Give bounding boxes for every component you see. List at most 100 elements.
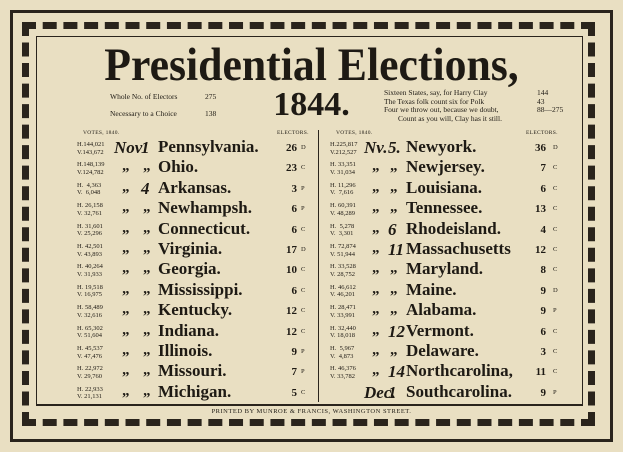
state: Southcarolina.	[406, 381, 512, 401]
party: C	[301, 164, 306, 172]
electors: 8	[540, 264, 547, 277]
date-month: „	[372, 301, 380, 318]
votes-1840: V. 28,752	[330, 270, 355, 278]
electors: 12	[535, 244, 546, 256]
votes-1840: V. 33,991	[330, 311, 355, 319]
party: P	[301, 184, 305, 192]
date-day: „	[390, 199, 398, 216]
electors: 36	[535, 142, 546, 154]
party: P	[301, 348, 305, 355]
date-day: 6	[388, 219, 397, 239]
date-day: „	[143, 219, 151, 236]
summary-value: 43	[537, 96, 545, 106]
state: Virginia.	[158, 239, 223, 258]
party: C	[553, 205, 558, 213]
state: Northcarolina,	[406, 361, 513, 381]
state: Connecticut.	[158, 218, 251, 238]
date-month: „	[122, 158, 130, 175]
column-divider	[318, 130, 319, 402]
votes-1840: H. 19,518	[77, 283, 103, 291]
date-month: „	[122, 342, 130, 358]
state: Indiana.	[158, 320, 219, 340]
electors: 17	[286, 244, 297, 256]
votes-1840: H. 26,158	[77, 202, 103, 210]
state: Vermont.	[406, 320, 474, 340]
votes-1840: H. 5,278	[330, 222, 355, 230]
party: C	[301, 266, 306, 274]
votes-1840: H. 22,972	[77, 365, 103, 373]
summary-label: Whole No. of Electors	[110, 92, 178, 101]
state: Rhodeisland.	[406, 218, 501, 238]
party: D	[301, 246, 306, 253]
votes-header: VOTES, 1840.	[83, 130, 120, 136]
date-day: „	[143, 342, 151, 358]
date-month: „	[122, 280, 130, 297]
party: P	[301, 205, 305, 213]
date-day: 1	[141, 138, 150, 157]
date-month: Nv.	[364, 138, 388, 157]
date-day: 1	[388, 382, 397, 402]
year: 1844.	[273, 86, 350, 123]
state: Maryland.	[406, 259, 483, 279]
electors: 5	[291, 386, 298, 399]
electors-header: ELECTORS.	[526, 130, 558, 136]
date-day: 4	[141, 178, 150, 198]
state: Newyork.	[406, 137, 477, 156]
votes-1840: H. 22,933	[77, 385, 103, 393]
votes-1840: H. 72,874	[330, 243, 356, 250]
electors: 10	[286, 264, 297, 277]
state: Newhampsh.	[158, 198, 252, 218]
date-month: „	[122, 178, 130, 195]
electors: 9	[540, 386, 547, 399]
date-month: „	[372, 219, 380, 236]
state: Newjersey.	[406, 157, 485, 177]
date-day: 12	[388, 321, 405, 341]
summary-value: 138	[205, 109, 217, 118]
votes-1840: V. 32,616	[77, 311, 102, 319]
party: D	[553, 144, 558, 151]
inner-border	[36, 36, 583, 406]
votes-1840: V. 4,873	[330, 352, 354, 360]
state: Illinois.	[158, 341, 213, 360]
votes-1840: H. 28,471	[330, 304, 356, 312]
state: Mississippi.	[158, 279, 243, 299]
electors: 13	[535, 203, 546, 216]
date-day: „	[143, 382, 151, 399]
date-day: „	[143, 301, 151, 318]
votes-1840: V. 7,616	[330, 189, 354, 197]
votes-1840: H. 40,264	[77, 263, 103, 271]
votes-1840: V. 51,604	[77, 332, 102, 340]
votes-1840: V.143,672	[77, 148, 104, 156]
date-month: „	[372, 321, 380, 338]
summary-value: 144	[537, 88, 549, 97]
party: C	[553, 225, 558, 233]
votes-1840: H. 33,351	[330, 161, 356, 169]
footer-rule	[36, 404, 583, 405]
summary-text: Count as you will, Clay has it still.	[398, 113, 502, 123]
date-month: „	[122, 240, 130, 256]
summary-text: The Texas folk count six for Polk	[384, 96, 485, 106]
votes-1840: H. 60,391	[330, 202, 356, 210]
date-day: 14	[388, 362, 405, 382]
votes-1840: H. 65,302	[77, 324, 103, 332]
party: D	[301, 144, 306, 151]
date-day: „	[390, 280, 398, 297]
date-month: „	[122, 260, 130, 277]
party: D	[553, 286, 558, 294]
state: Massachusetts	[406, 239, 511, 258]
state: Alabama.	[406, 300, 477, 320]
votes-1840: H. 31,601	[77, 222, 103, 230]
electors: 9	[540, 284, 547, 297]
summary-text: Four we throw out, because we doubt,	[384, 105, 499, 114]
state: Tennessee.	[406, 198, 483, 218]
date-day: 5.	[388, 138, 401, 157]
footer: PRINTED BY MUNROE & FRANCIS, WASHINGTON …	[211, 408, 412, 415]
electors: 4	[540, 223, 547, 236]
date-month: „	[122, 199, 130, 216]
votes-1840: H.144,021	[77, 141, 105, 148]
party: C	[553, 327, 558, 335]
votes-1840: V. 48,289	[330, 209, 355, 217]
date-month: „	[122, 362, 130, 379]
date-month: „	[372, 280, 380, 297]
